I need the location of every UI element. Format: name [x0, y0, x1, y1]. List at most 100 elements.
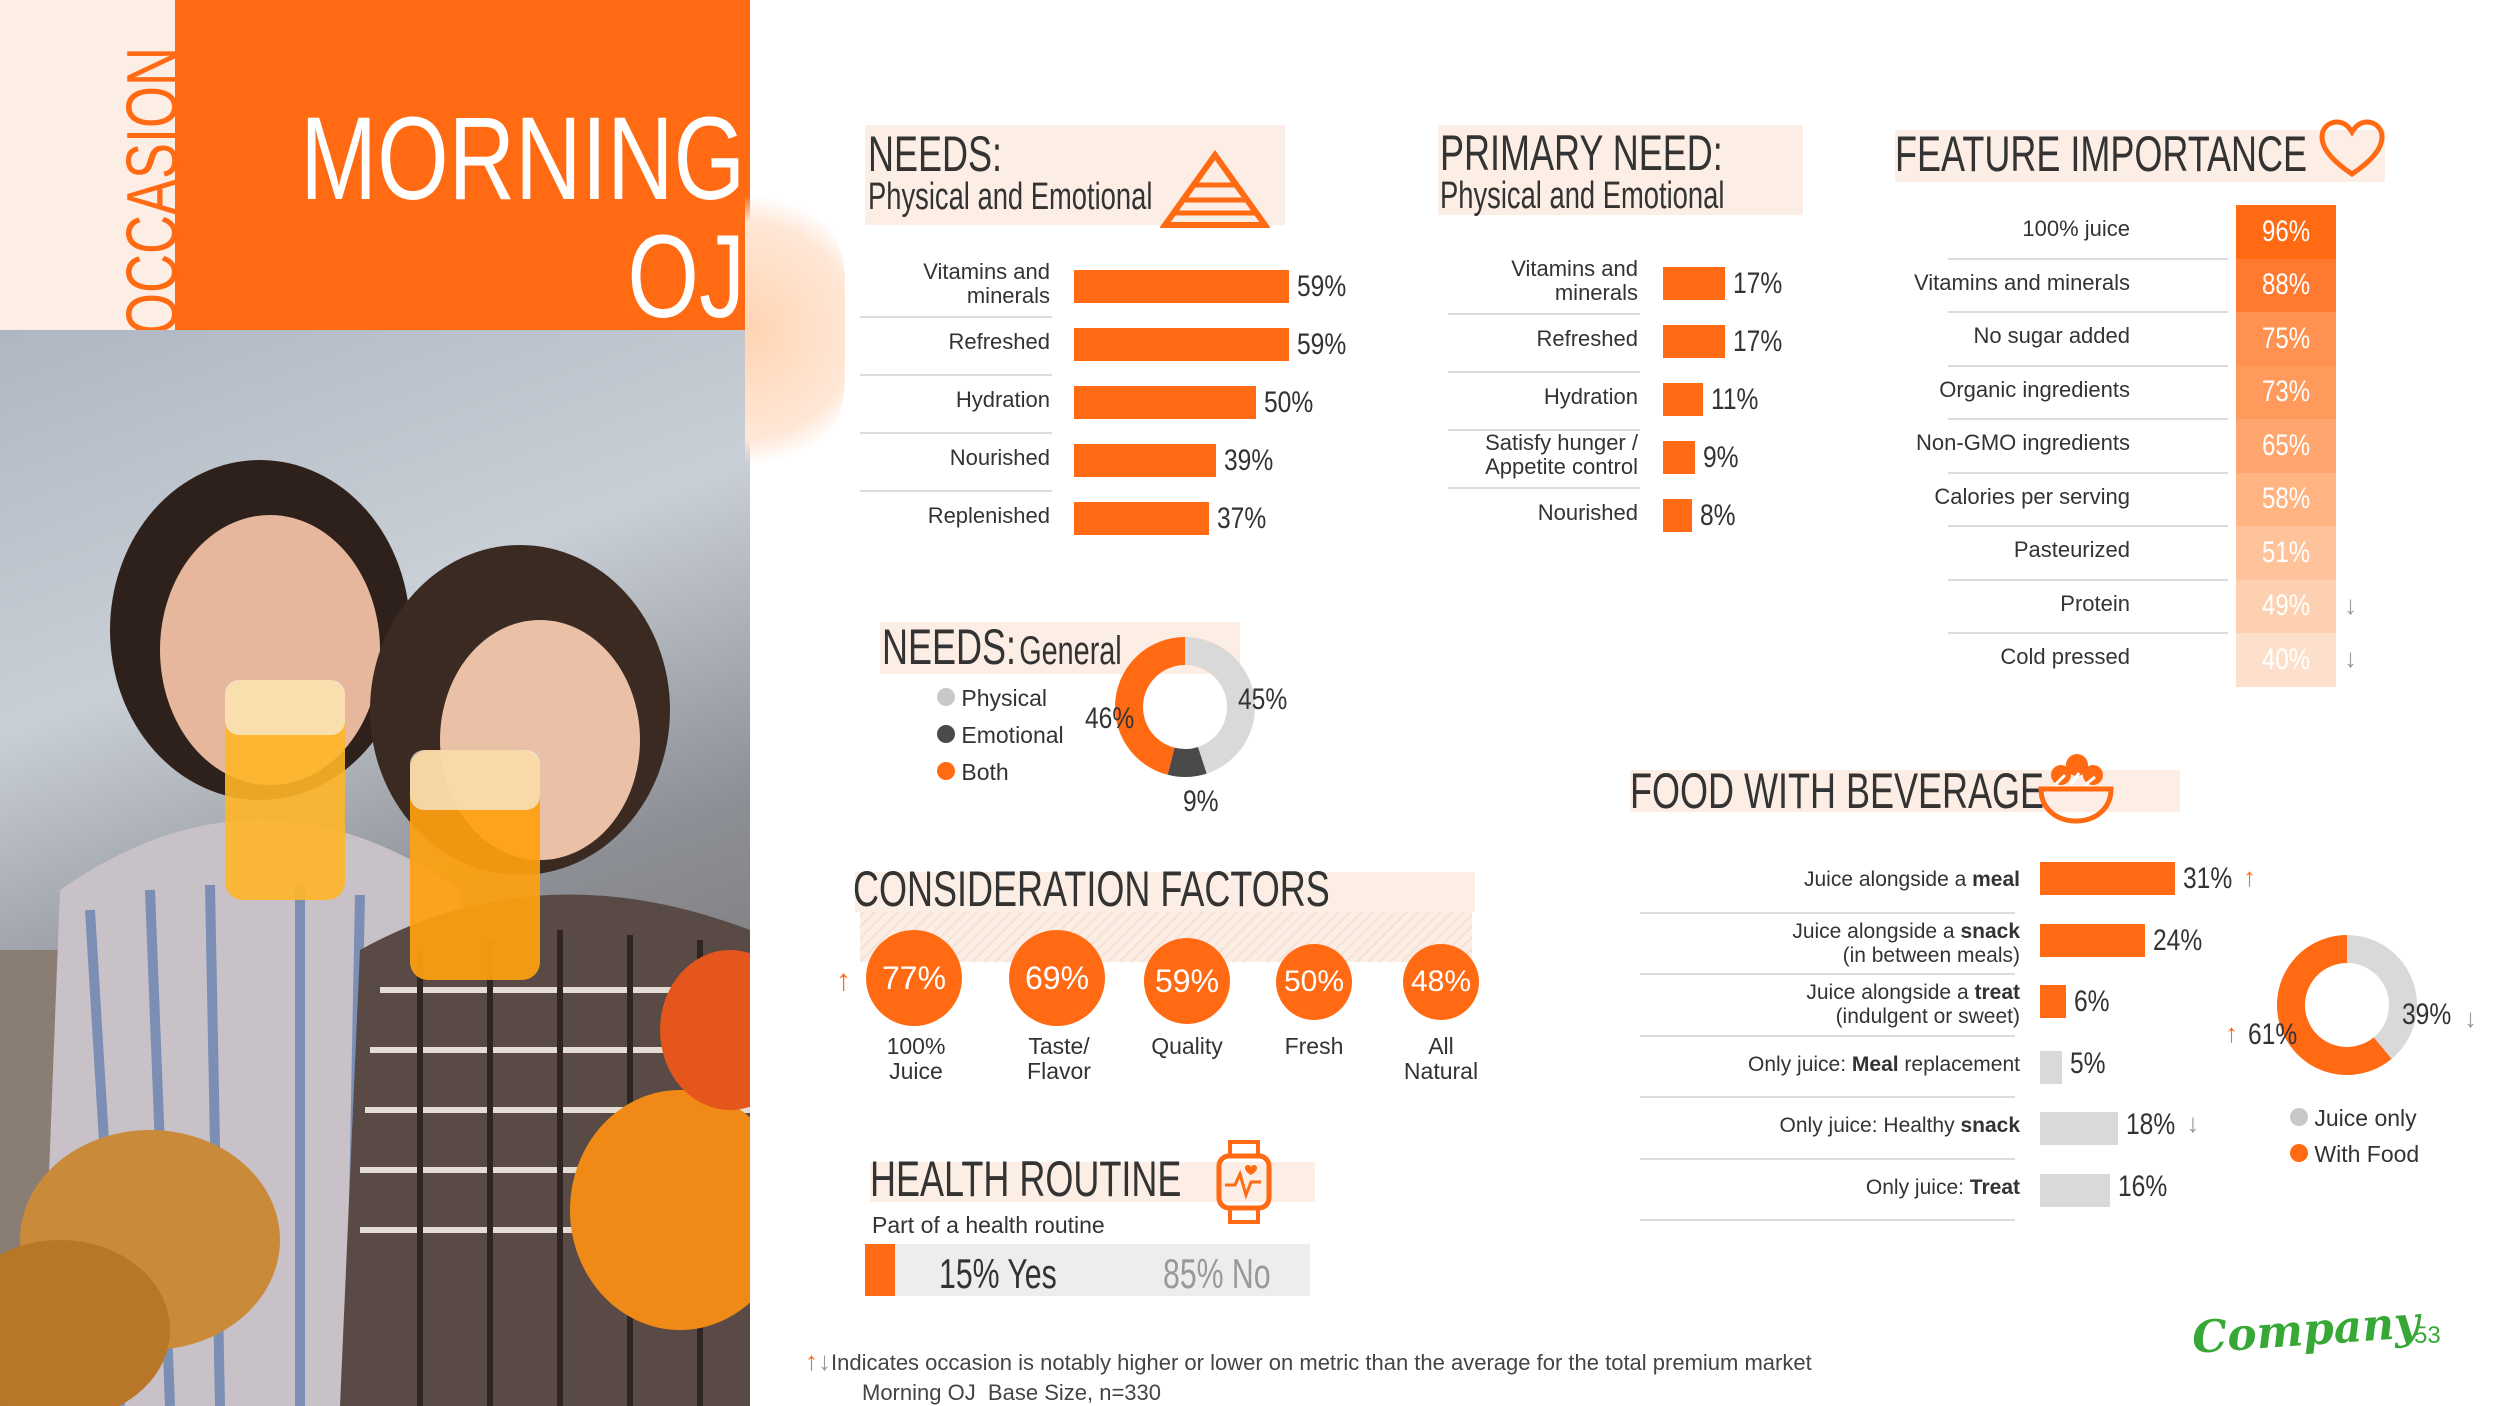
page-number: 53 — [2414, 1322, 2441, 1349]
row-value: 18% — [2126, 1108, 2176, 1141]
primary-need-bar — [1663, 267, 1725, 300]
feature-value: 75% — [2261, 321, 2311, 355]
row-label: Replenished — [927, 503, 1050, 528]
row-value: 59% — [1297, 270, 1347, 303]
primary-need-row: Vitamins and minerals 17% — [1448, 255, 1868, 313]
feature-value-box: 73% — [2236, 365, 2336, 419]
primary-need-header — [1438, 125, 1803, 215]
consideration-label: Quality — [1151, 1033, 1223, 1059]
title-block — [175, 0, 750, 330]
row-label: Nourished — [949, 445, 1050, 470]
row-divider — [1948, 257, 2228, 260]
food-beverage-juice-only-value: 39% — [2402, 998, 2452, 1031]
needs-physical-row: Nourished 39% — [860, 432, 1360, 490]
food-beverage-label: Only juice: Healthy snack — [1779, 1114, 2020, 1137]
needs-physical-row: Refreshed 59% — [860, 316, 1360, 374]
health-routine-yes-fill — [865, 1244, 896, 1296]
footer-note: ↑↓Indicates occasion is notably higher o… — [805, 1346, 1812, 1377]
feature-importance-list: 100% juice 96% Vitamins and minerals 88%… — [1914, 205, 2388, 687]
needs-general-title-main: NEEDS: — [882, 619, 1017, 675]
row-value: 17% — [1733, 267, 1783, 300]
needs-general-title-sub: General — [1019, 629, 1122, 673]
needs-physical-list: Vitamins and minerals 59% Refreshed 59% H… — [860, 258, 1360, 558]
needs-general-legend: Physical Emotional Both — [937, 685, 1064, 796]
health-routine-title: HEALTH ROUTINE — [870, 1151, 1182, 1207]
food-beverage-bar — [2040, 1050, 2062, 1084]
legend-swatch — [2290, 1108, 2308, 1126]
left-header-band — [0, 0, 175, 330]
food-beverage-bar — [2040, 985, 2067, 1018]
feature-label: 100% juice — [2022, 216, 2130, 241]
row-divider — [860, 490, 1052, 492]
feature-value: 49% — [2261, 589, 2311, 623]
page-title: MORNING OJ — [175, 100, 745, 336]
arrow-down-icon: ↓ — [2464, 1003, 2477, 1033]
food-beverage-row: Juice alongside a snack (in between meals… — [1640, 914, 2260, 976]
primary-need-row: Nourished 8% — [1448, 487, 1868, 545]
feature-row: 100% juice 96% — [1948, 205, 2388, 259]
donut-slice-both — [1115, 637, 1185, 775]
legend-label: Physical — [961, 685, 1048, 711]
food-beverage-donut — [2277, 935, 2417, 1075]
feature-label: Calories per serving — [1934, 483, 2130, 509]
arrow-up-icon: ↑ — [805, 1346, 818, 1376]
row-divider — [1948, 578, 2228, 581]
feature-value-box: 65% — [2236, 419, 2336, 473]
food-beverage-label: Juice alongside a meal — [1804, 868, 2020, 891]
food-beverage-label: Juice alongside a treat (indulgent or swe… — [1806, 981, 2020, 1028]
food-beverage-bar — [2040, 923, 2145, 957]
consideration-label: All Natural — [1403, 1033, 1479, 1084]
primary-need-bar — [1663, 383, 1703, 416]
arrow-up-icon: ↑ — [2225, 1018, 2238, 1048]
feature-row: Calories per serving 58% — [1934, 472, 2388, 526]
primary-need-row: Satisfy hunger / Appetite control 9% — [1448, 429, 1868, 487]
row-label: Hydration — [955, 387, 1050, 412]
photo — [0, 330, 750, 1406]
consideration-list: 77% 100% Juice 69% Taste/Flavor 59% Quali… — [866, 930, 1486, 1090]
row-divider — [860, 374, 1052, 376]
primary-need-bar — [1663, 441, 1695, 474]
food-beverage-row: Only juice: Healthy snack 18% ↓ — [1640, 1098, 2260, 1160]
legend-label: Juice only — [2314, 1105, 2417, 1131]
legend-swatch — [2290, 1144, 2308, 1162]
feature-value-box: 40% — [2236, 633, 2336, 687]
health-routine-yes: 15% Yes — [939, 1250, 1057, 1297]
consideration-value-circle: 69% — [1009, 930, 1105, 1026]
row-divider — [1448, 313, 1640, 315]
consideration-item: 48% All Natural — [1403, 944, 1479, 1084]
row-value: 6% — [2074, 985, 2110, 1018]
primary-need-row: Hydration 11% — [1448, 371, 1868, 429]
consideration-value-circle: 48% — [1403, 944, 1479, 1020]
needs-general-physical-value: 45% — [1238, 683, 1288, 716]
row-value: 39% — [1224, 444, 1274, 477]
food-beverage-row: Only juice: Meal replacement 5% — [1640, 1037, 2260, 1099]
row-label: Vitamins and minerals — [1511, 256, 1638, 305]
health-routine-bar: 15% Yes 85% No — [865, 1244, 1310, 1297]
row-divider — [1948, 311, 2228, 313]
feature-label: Non-GMO ingredients — [1916, 430, 2130, 455]
legend-label: With Food — [2314, 1141, 2420, 1167]
feature-value-box: 51% — [2236, 526, 2336, 580]
arrow-up-icon: ↑ — [836, 964, 851, 997]
feature-value: 88% — [2261, 268, 2311, 302]
food-beverage-bar — [2040, 862, 2175, 895]
consideration-label: 100% Juice — [886, 1033, 946, 1084]
needs-physical-subtitle: Physical and Emotional — [868, 176, 1153, 218]
arrow-up-icon: ↑ — [2243, 862, 2256, 892]
row-value: 37% — [1217, 502, 1267, 535]
primary-need-bar — [1663, 499, 1692, 532]
primary-need-row: Refreshed 17% — [1448, 313, 1868, 371]
row-label: Refreshed — [948, 329, 1050, 354]
feature-value: 65% — [2261, 428, 2311, 462]
needs-physical-bar — [1074, 502, 1209, 535]
legend-swatch — [937, 688, 955, 706]
food-beverage-label: Juice alongside a snack (in between meals… — [1792, 919, 2020, 967]
needs-physical-row: Vitamins and minerals 59% — [860, 258, 1360, 316]
feature-row: Non-GMO ingredients 65% — [1916, 419, 2388, 473]
feature-value-box: 49% — [2236, 579, 2336, 633]
feature-value: 96% — [2261, 214, 2311, 248]
row-value: 24% — [2152, 923, 2202, 957]
arrow-down-icon: ↓ — [2344, 643, 2357, 673]
consideration-title: CONSIDERATION FACTORS — [853, 861, 1330, 917]
needs-physical-row: Replenished 37% — [860, 490, 1360, 548]
